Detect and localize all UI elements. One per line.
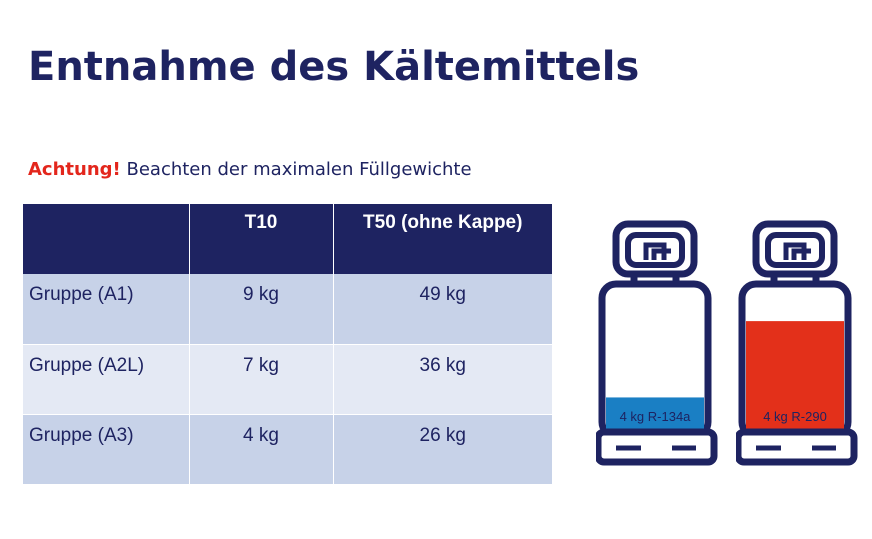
row-t50: 26 kg [333, 413, 552, 484]
row-t10: 7 kg [189, 343, 334, 414]
row-t50: 36 kg [333, 343, 552, 414]
table-header-t10: T10 [189, 204, 334, 274]
row-group: Gruppe (A3) [23, 413, 190, 484]
row-t50: 49 kg [333, 274, 552, 344]
warning-note: Achtung! Beachten der maximalen Füllgewi… [28, 159, 472, 180]
warning-text: Beachten der maximalen Füllgewichte [126, 159, 472, 180]
table-header-empty [23, 204, 190, 274]
row-t10: 9 kg [189, 274, 334, 344]
table-row: Gruppe (A3) 4 kg 26 kg [23, 413, 552, 484]
table-row: Gruppe (A1) 9 kg 49 kg [23, 274, 552, 344]
row-group: Gruppe (A2L) [23, 343, 190, 414]
row-t10: 4 kg [189, 413, 334, 484]
cylinder-label: 4 kg R-290 [763, 409, 827, 424]
warning-label: Achtung! [28, 159, 121, 180]
page-title: Entnahme des Kältemittels [28, 44, 640, 90]
cylinder-fill-level [746, 321, 844, 432]
table-header-row: T10 T50 (ohne Kappe) [23, 204, 552, 274]
fill-weight-table: T10 T50 (ohne Kappe) Gruppe (A1) 9 kg 49… [23, 204, 552, 484]
gas-cylinder-icon: 4 kg R-290 [736, 220, 858, 466]
table-header-t50: T50 (ohne Kappe) [333, 204, 552, 274]
row-group: Gruppe (A1) [23, 274, 190, 344]
cylinder-fill-level [606, 397, 704, 432]
gas-cylinder-icon: 4 kg R-134a [596, 220, 718, 466]
cylinder-label: 4 kg R-134a [620, 409, 692, 424]
table-row: Gruppe (A2L) 7 kg 36 kg [23, 343, 552, 414]
